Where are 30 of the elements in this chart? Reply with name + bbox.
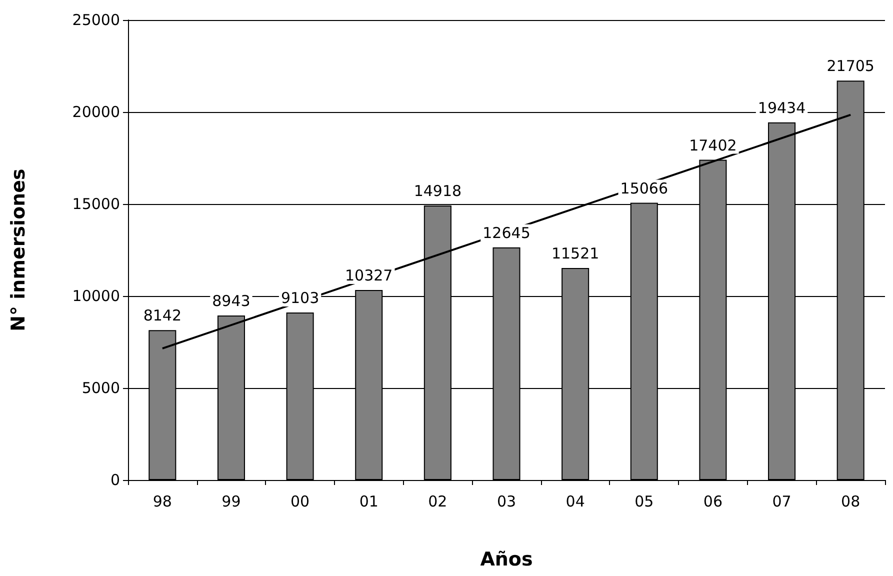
data-label: 12645 [482,224,530,242]
y-tick-label: 0 [110,471,120,489]
x-tick-label: 99 [222,492,241,510]
data-label: 8943 [212,292,250,310]
x-tick-label: 03 [496,492,516,510]
x-tick-label: 08 [841,492,860,510]
y-tick-label: 20000 [72,103,120,121]
y-tick-label: 5000 [82,379,120,397]
data-label: 9103 [280,289,320,308]
x-tick-label: 04 [566,492,585,510]
x-tick-label: 02 [428,492,448,510]
data-label: 10327 [345,266,393,284]
data-label: 21705 [826,57,874,76]
data-label: 15066 [620,179,668,198]
x-tick-label: 06 [703,492,722,510]
x-axis-title: Años [480,548,533,570]
x-tick-label: 07 [772,492,792,510]
data-label: 11521 [551,244,600,263]
x-tick-label: 00 [290,492,310,510]
data-label: 19434 [758,98,806,117]
y-tick-label: 25000 [72,11,120,29]
data-label: 8142 [143,306,182,325]
y-tick-label: 10000 [72,287,120,305]
x-tick-label: 98 [152,492,172,510]
y-axis-title: N° inmersiones [8,168,30,332]
data-label: 17402 [689,136,737,154]
data-label: 14918 [414,182,462,200]
x-tick-label: 01 [359,492,378,510]
x-tick-label: 05 [634,492,654,510]
y-tick-label: 15000 [72,195,120,213]
